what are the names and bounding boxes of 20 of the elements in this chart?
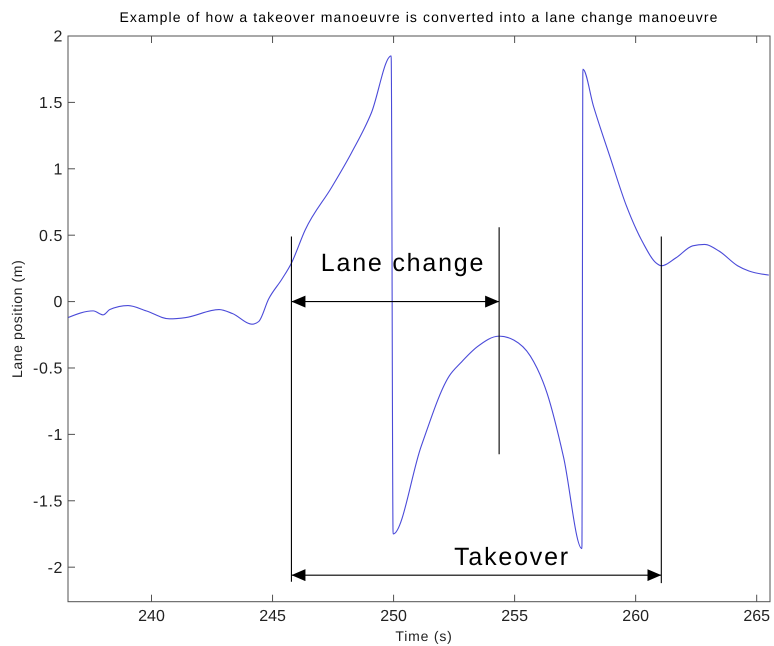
x-axis-title: Time (s) bbox=[395, 628, 453, 644]
y-tick-label: 1 bbox=[54, 161, 63, 178]
x-tick-label: 260 bbox=[622, 608, 650, 625]
y-tick-label: -2 bbox=[48, 560, 63, 577]
y-tick-label: 2 bbox=[54, 28, 63, 46]
y-axis-title: Lane position (m) bbox=[9, 260, 25, 378]
y-tick-label: -0.5 bbox=[33, 360, 63, 378]
x-tick-label: 265 bbox=[743, 608, 770, 625]
annotation: Lane change bbox=[320, 248, 486, 277]
y-tick-label: 0 bbox=[54, 294, 63, 312]
x-tick-label: 250 bbox=[380, 608, 408, 625]
y-tick-label: 0.5 bbox=[38, 228, 63, 245]
x-tick-label: 240 bbox=[138, 608, 165, 625]
y-tick-label: -1 bbox=[48, 426, 63, 444]
y-tick-label: 1.5 bbox=[38, 94, 63, 112]
y-tick-label: -1.5 bbox=[33, 493, 63, 510]
chart-title: Example of how a takeover manoeuvre is converted into a lane change manoeuvre bbox=[119, 9, 719, 25]
x-tick-label: 245 bbox=[259, 608, 286, 625]
annotation: Takeover bbox=[454, 542, 570, 571]
x-tick-label: 255 bbox=[501, 608, 528, 625]
